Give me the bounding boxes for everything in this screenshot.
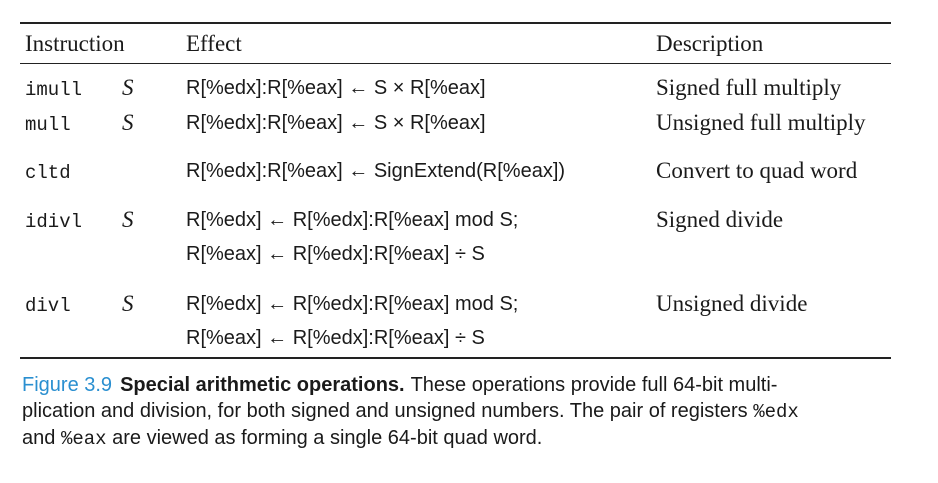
table-header-rule <box>20 63 891 64</box>
row-divl-effect-line-1: R[%edx] ← R[%edx]:R[%eax] mod S; <box>186 293 519 315</box>
row-cltd-description: Convert to quad word <box>656 158 858 183</box>
figure-title: Special arithmetic operations. <box>120 374 405 396</box>
figure-label: Figure 3.9 <box>22 374 113 396</box>
row-mull-effect: R[%edx]:R[%eax] ← S × R[%eax] <box>186 112 486 134</box>
row-cltd-effect: R[%edx]:R[%eax] ← SignExtend(R[%eax]) <box>186 160 566 182</box>
row-idivl-effect-line-2: R[%eax] ← R[%edx]:R[%eax] ÷ S <box>186 243 485 265</box>
caption-text-1: These operations provide full 64-bit mul… <box>410 374 778 396</box>
row-divl-instruction: divl <box>25 295 71 317</box>
row-mull-instruction: mull <box>25 114 71 136</box>
row-divl-operand: S <box>122 291 134 316</box>
header-effect: Effect <box>186 31 242 56</box>
row-idivl-operand: S <box>122 207 134 232</box>
row-imull-operand: S <box>122 75 134 100</box>
row-imull-instruction: imull <box>25 79 83 101</box>
header-instruction: Instruction <box>25 31 125 56</box>
row-cltd-instruction: cltd <box>25 162 71 184</box>
row-idivl-description: Signed divide <box>656 207 784 232</box>
caption-code-edx: %edx <box>753 401 799 423</box>
table-bottom-rule <box>20 357 891 359</box>
row-divl-description: Unsigned divide <box>656 291 808 316</box>
row-idivl-instruction: idivl <box>25 211 83 233</box>
table-top-rule <box>20 22 891 24</box>
row-imull-description: Signed full multiply <box>656 75 842 100</box>
header-description: Description <box>656 31 764 56</box>
caption-line-1: Figure 3.9 Special arithmetic operations.… <box>22 372 922 398</box>
row-mull-description: Unsigned full multiply <box>656 110 866 135</box>
figure-caption: Figure 3.9 Special arithmetic operations.… <box>22 372 922 452</box>
row-imull-effect: R[%edx]:R[%eax] ← S × R[%eax] <box>186 77 486 99</box>
caption-text-2: plication and division, for both signed … <box>22 400 748 422</box>
caption-line-3: and %eax are viewed as forming a single … <box>22 425 922 452</box>
row-divl-effect-line-2: R[%eax] ← R[%edx]:R[%eax] ÷ S <box>186 327 485 349</box>
caption-text-3: are viewed as forming a single 64-bit qu… <box>112 427 543 449</box>
row-idivl-effect-line-1: R[%edx] ← R[%edx]:R[%eax] mod S; <box>186 209 519 231</box>
caption-prefix-3: and <box>22 427 56 449</box>
caption-line-2: plication and division, for both signed … <box>22 398 922 425</box>
caption-code-eax: %eax <box>60 428 107 450</box>
row-mull-operand: S <box>122 110 134 135</box>
